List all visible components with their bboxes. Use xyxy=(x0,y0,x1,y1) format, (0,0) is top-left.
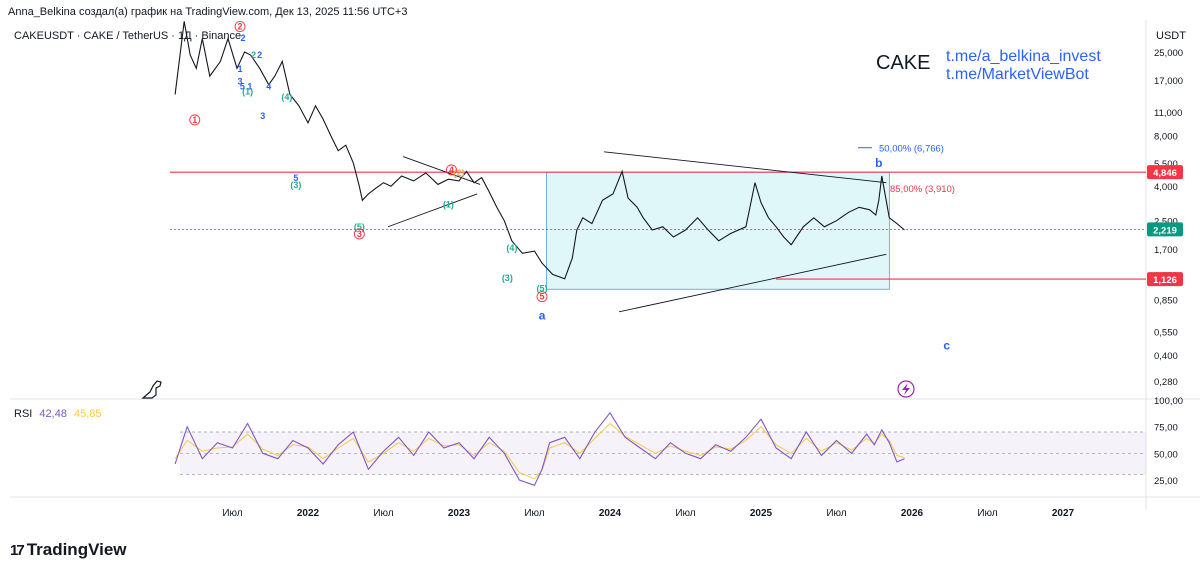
dino-icon xyxy=(141,380,162,399)
y-tick-label: 11,000 xyxy=(1154,108,1182,119)
lightning-icon-ring xyxy=(897,380,915,398)
wave-label-circle xyxy=(536,291,548,303)
symbol-title[interactable]: CAKEUSDT · CAKE / TetherUS · 1Д · Binanc… xyxy=(14,30,242,42)
telegram-link-1[interactable]: t.me/a_belkina_invest xyxy=(946,48,1101,65)
trend-line-lower xyxy=(387,193,478,228)
tradingview-mark-icon: 17 xyxy=(10,541,25,559)
rsi-legend[interactable]: RSI 42,48 45,85 xyxy=(14,408,102,420)
range-box xyxy=(546,171,890,290)
wave-label: b xyxy=(875,156,882,170)
wave-label: (5) xyxy=(537,284,548,294)
ticker-overlay: CAKE xyxy=(876,52,931,74)
lightning-icon-bolt xyxy=(902,383,910,395)
wave-label: a xyxy=(539,308,546,322)
tradingview-logo-text: TradingView xyxy=(26,540,127,559)
level-price-tag xyxy=(1147,222,1183,237)
wave-label: (1) xyxy=(242,86,253,96)
x-tick-label: 2023 xyxy=(448,508,471,519)
wave-label: 1 xyxy=(192,115,197,125)
fib-label: 50,00% (6,766) xyxy=(879,144,944,155)
wave-label: (3) xyxy=(290,180,301,190)
rsi-tick-label: 50,00 xyxy=(1154,449,1178,460)
wave-label-circle xyxy=(353,228,365,240)
wave-label: 3 xyxy=(357,229,362,239)
wave-label-circle xyxy=(446,164,457,176)
chart-caption: Anna_Belkina создал(а) график на Trading… xyxy=(8,6,408,18)
y-tick-label: 0,280 xyxy=(1154,377,1178,388)
wave-label: (2) xyxy=(454,168,465,178)
wave-label-circle xyxy=(189,114,201,126)
wave-label: (1) xyxy=(443,199,454,209)
y-tick-label: 8,000 xyxy=(1154,131,1178,142)
x-tick-label: 2022 xyxy=(297,508,320,519)
wave-label: 5 1 xyxy=(240,81,253,91)
y-tick-label: 1,700 xyxy=(1154,245,1178,256)
triangle-upper-line xyxy=(603,151,887,184)
x-tick-label: Июл xyxy=(524,508,544,519)
tradingview-logo[interactable]: 17 TradingView xyxy=(10,540,127,560)
x-tick-label: Июл xyxy=(373,508,393,519)
y-tick-label: 25,000 xyxy=(1154,48,1183,59)
y-tick-label: 0,400 xyxy=(1154,351,1178,362)
telegram-link-2[interactable]: t.me/MarketViewBot xyxy=(946,66,1089,83)
wave-label: 5 xyxy=(293,173,298,183)
wave-label: c xyxy=(943,339,950,353)
price-line xyxy=(174,21,905,280)
rsi-line xyxy=(174,411,905,486)
trend-line-upper xyxy=(402,156,481,185)
x-tick-label: Июл xyxy=(977,508,997,519)
wave-label: (5) xyxy=(354,222,365,232)
rsi-value: 42,48 xyxy=(39,408,67,420)
y-tick-label: 0,550 xyxy=(1154,328,1178,339)
wave-label-circle xyxy=(234,21,246,32)
level-price-tag xyxy=(1147,272,1183,287)
y-tick-label: 5,500 xyxy=(1154,159,1178,170)
wave-label: 2 xyxy=(238,21,243,31)
wave-label: 2 xyxy=(251,50,256,60)
fib-label: 85,00% (3,910) xyxy=(890,184,955,195)
wave-label: 4 xyxy=(266,81,271,91)
y-tick-label: 0,850 xyxy=(1154,296,1178,307)
dino-icon-shape xyxy=(141,380,162,399)
x-tick-label: Июл xyxy=(675,508,695,519)
y-tick-label: 2,500 xyxy=(1154,217,1178,228)
y-tick-label: 4,000 xyxy=(1154,182,1178,193)
wave-label: 4 xyxy=(449,165,454,175)
rsi-tick-label: 75,00 xyxy=(1154,423,1178,434)
wave-label: (4) xyxy=(506,243,517,253)
currency-label[interactable]: USDT xyxy=(1156,30,1186,42)
lightning-icon xyxy=(897,380,915,398)
x-tick-label: 2025 xyxy=(750,508,773,519)
y-tick-label: 17,000 xyxy=(1154,76,1183,87)
level-price-label: 2,219 xyxy=(1153,225,1177,236)
x-tick-label: 2026 xyxy=(901,508,924,519)
wave-label: 3 xyxy=(238,77,243,87)
rsi-signal-value: 45,85 xyxy=(74,408,102,420)
wave-label: 5 xyxy=(540,292,545,302)
x-tick-label: 2027 xyxy=(1052,508,1075,519)
rsi-label: RSI xyxy=(14,408,33,420)
wave-label: 2 xyxy=(257,50,262,60)
wave-label: (3) xyxy=(502,273,513,283)
triangle-lower-line xyxy=(618,253,887,313)
x-tick-label: Июл xyxy=(222,508,242,519)
rsi-tick-label: 100,00 xyxy=(1154,396,1183,407)
x-tick-label: Июл xyxy=(826,508,846,519)
x-tick-label: 2024 xyxy=(599,508,622,519)
rsi-signal-line xyxy=(174,422,905,480)
level-price-label: 1,126 xyxy=(1153,275,1177,286)
wave-label: 3 xyxy=(260,111,265,121)
level-price-tag xyxy=(1147,165,1183,180)
wave-label: (4) xyxy=(281,92,292,102)
level-price-label: 4,846 xyxy=(1153,168,1177,179)
rsi-tick-label: 25,00 xyxy=(1154,476,1178,487)
wave-label: 1 xyxy=(238,64,243,74)
wave-label: 2 xyxy=(241,33,246,43)
